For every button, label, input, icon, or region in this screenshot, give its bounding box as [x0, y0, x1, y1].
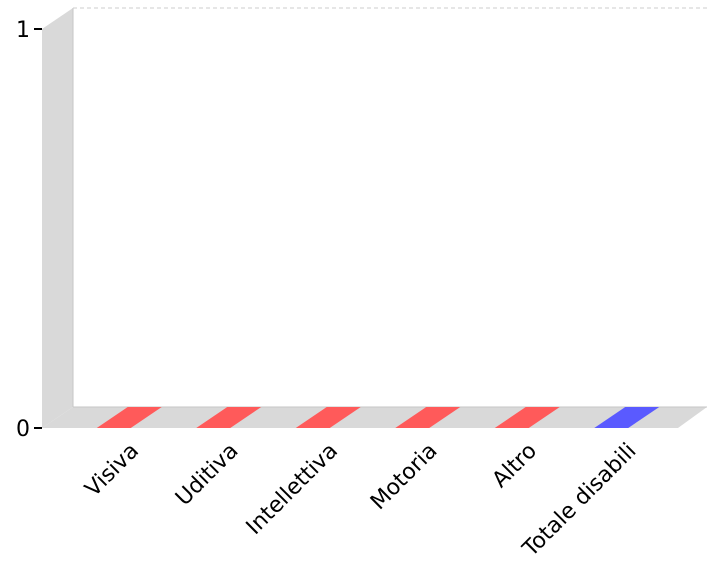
bar	[395, 407, 461, 428]
x-tick-label: Intellettiva	[242, 439, 343, 540]
bar	[295, 407, 361, 428]
bar	[196, 407, 262, 428]
bar	[96, 407, 162, 428]
bars	[96, 407, 660, 428]
bar	[494, 407, 560, 428]
bar	[594, 407, 660, 428]
y-tick-label: 0	[16, 417, 30, 442]
left-wall	[42, 8, 73, 428]
x-tick-label: Uditiva	[171, 439, 243, 511]
x-tick-label: Altro	[488, 439, 542, 493]
x-tick-label: Motoria	[366, 439, 442, 515]
y-tick-label: 1	[16, 18, 30, 43]
chart-walls	[42, 8, 707, 428]
y-axis: 01	[16, 18, 42, 442]
x-tick-label: Visiva	[81, 439, 144, 502]
